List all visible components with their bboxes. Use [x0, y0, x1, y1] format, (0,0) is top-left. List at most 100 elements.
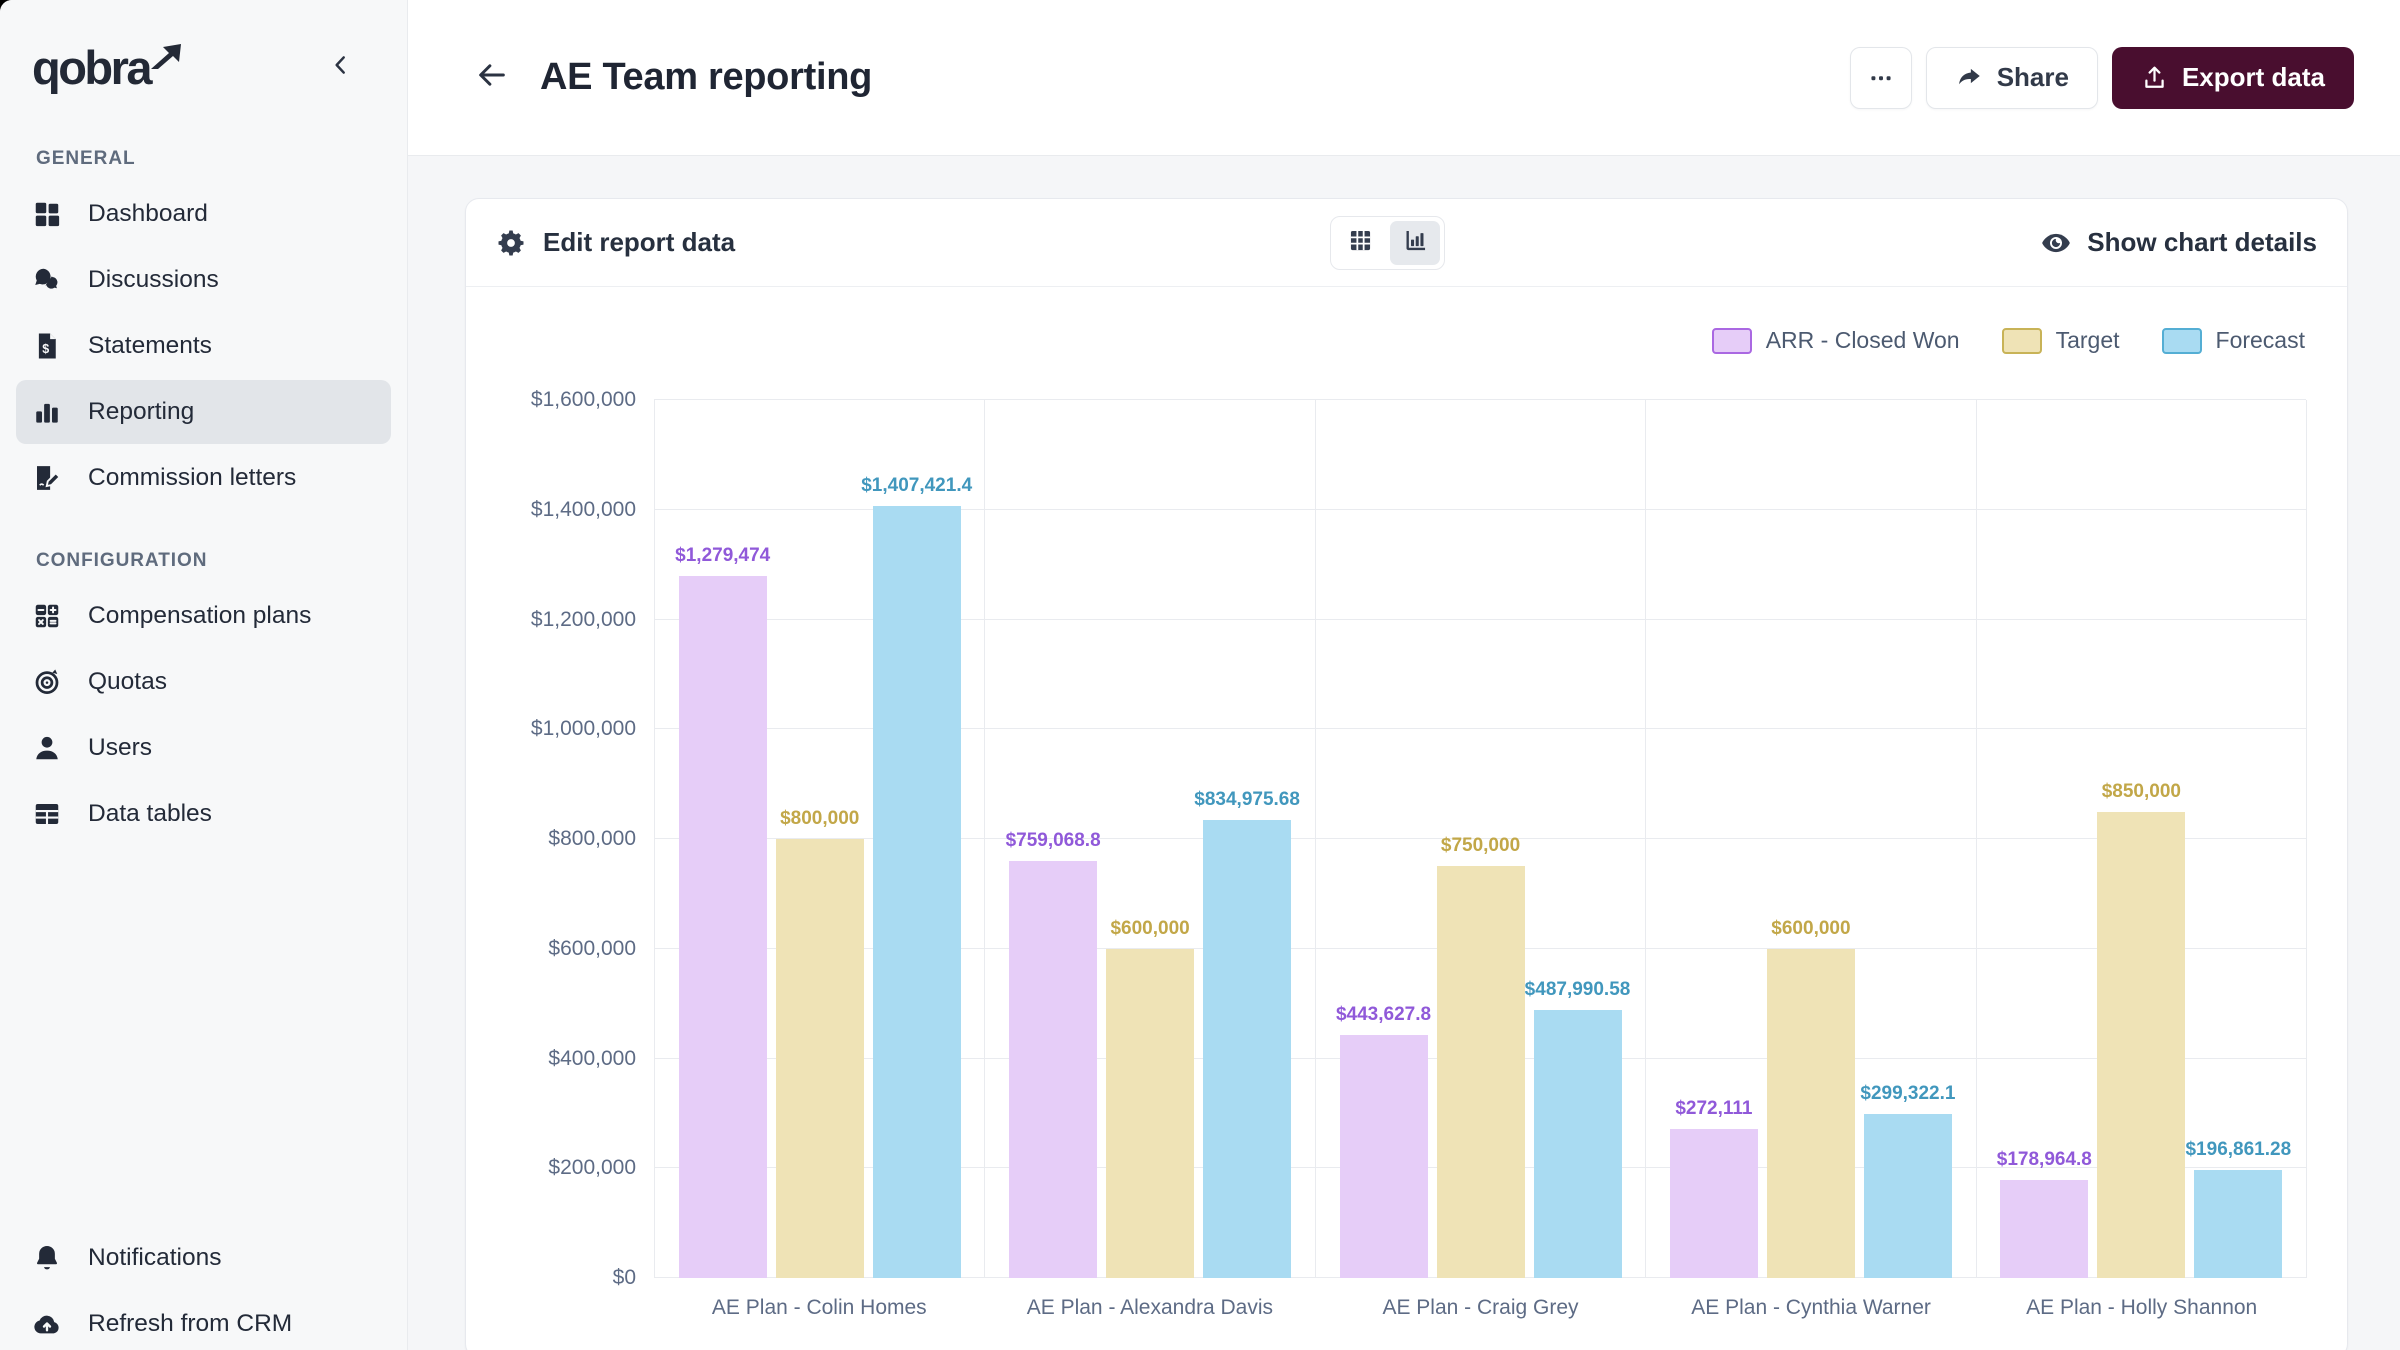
- bar-forecast-ae-plan-holly-shannon[interactable]: [2194, 1169, 2283, 1278]
- bar-slot: $759,068.8: [1006, 400, 1101, 1278]
- chevron-left-icon: [328, 52, 354, 83]
- bar-arr-closed-won-ae-plan-craig-grey[interactable]: [1339, 1034, 1428, 1278]
- bar-slot: $600,000: [1766, 400, 1855, 1278]
- sidebar-nav: GENERAL Dashboard Discussions $ Statements Re…: [0, 108, 407, 848]
- sidebar-item-statements[interactable]: $ Statements: [16, 314, 391, 378]
- sidebar-item-users[interactable]: Users: [16, 716, 391, 780]
- gear-icon: [496, 228, 526, 258]
- bar-slot: $299,322.1: [1860, 400, 1955, 1278]
- bar-target-ae-plan-holly-shannon[interactable]: [2097, 811, 2186, 1278]
- bar-target-ae-plan-alexandra-davis[interactable]: [1106, 948, 1195, 1278]
- logo-text: qobra: [32, 40, 153, 94]
- bar-target-ae-plan-colin-homes[interactable]: [775, 839, 864, 1278]
- bar-value-label: $600,000: [1110, 917, 1190, 939]
- discussions-icon: [32, 265, 62, 295]
- bar-arr-closed-won-ae-plan-colin-homes[interactable]: [678, 575, 767, 1278]
- sidebar-item-commission-letters[interactable]: Commission letters: [16, 446, 391, 510]
- x-axis-labels: AE Plan - Colin Homes AE Plan - Alexandra…: [654, 1296, 2307, 1320]
- sidebar-item-label: Statements: [88, 332, 212, 359]
- bar-value-label: $178,964.8: [1996, 1148, 2092, 1170]
- sidebar-item-label: Users: [88, 734, 152, 761]
- sidebar-item-reporting[interactable]: Reporting: [16, 380, 391, 444]
- eye-icon: [2040, 227, 2072, 259]
- share-icon: [1955, 64, 1983, 92]
- bar-value-label: $1,279,474: [675, 544, 771, 566]
- chart-legend: ARR - Closed Won Target Forecast: [466, 327, 2305, 354]
- dashboard-icon: [32, 199, 62, 229]
- bar-slot: $1,279,474: [675, 400, 770, 1278]
- bar-target-ae-plan-cynthia-warner[interactable]: [1766, 948, 1855, 1278]
- bar-value-label: $600,000: [1771, 917, 1851, 939]
- bar-forecast-ae-plan-colin-homes[interactable]: [872, 505, 961, 1278]
- sidebar-item-notifications[interactable]: Notifications: [16, 1226, 391, 1290]
- compensation-plans-icon: [32, 601, 62, 631]
- gridline: [654, 838, 2306, 839]
- refresh-crm-icon: [32, 1309, 62, 1339]
- sidebar-item-label: Dashboard: [88, 200, 208, 227]
- edit-report-data-button[interactable]: Edit report data: [496, 227, 735, 258]
- bar-slot: $600,000: [1106, 400, 1195, 1278]
- sidebar-item-label: Refresh from CRM: [88, 1310, 293, 1337]
- more-options-button[interactable]: [1849, 46, 1912, 109]
- view-toggle: [1330, 215, 1446, 270]
- sidebar-item-quotas[interactable]: Quotas: [16, 650, 391, 714]
- bar-slot: $196,861.28: [2185, 400, 2291, 1278]
- bar-value-label: $487,990.58: [1524, 979, 1631, 1001]
- export-data-button[interactable]: Export data: [2111, 46, 2354, 109]
- bar-forecast-ae-plan-alexandra-davis[interactable]: [1203, 819, 1292, 1278]
- legend-label: Target: [2055, 327, 2120, 353]
- x-axis-label: AE Plan - Alexandra Davis: [1026, 1296, 1274, 1319]
- export-button-label: Export data: [2181, 62, 2325, 92]
- sidebar-item-label: Data tables: [88, 800, 212, 827]
- bar-slot: $178,964.8: [1997, 400, 2092, 1278]
- bar-arr-closed-won-ae-plan-holly-shannon[interactable]: [2000, 1179, 2089, 1278]
- sidebar-item-compensation-plans[interactable]: Compensation plans: [16, 584, 391, 648]
- bar-target-ae-plan-craig-grey[interactable]: [1436, 866, 1525, 1278]
- gridline: [654, 618, 2306, 620]
- legend-item-target[interactable]: Target: [2001, 327, 2120, 354]
- bar-slot: $834,975.68: [1194, 400, 1300, 1278]
- legend-label: Forecast: [2215, 327, 2305, 353]
- bar-forecast-ae-plan-cynthia-warner[interactable]: [1863, 1113, 1952, 1278]
- qobra-logo: qobra: [32, 40, 184, 94]
- bar-arr-closed-won-ae-plan-cynthia-warner[interactable]: [1669, 1128, 1758, 1278]
- sidebar-item-data-tables[interactable]: Data tables: [16, 782, 391, 846]
- sidebar-item-refresh-from-crm[interactable]: Refresh from CRM: [16, 1292, 391, 1350]
- back-arrow-icon: [475, 58, 509, 97]
- report-card-header: Edit report data Show chart details: [466, 199, 2347, 287]
- sidebar-item-label: Commission letters: [88, 464, 297, 491]
- y-axis-label: $1,000,000: [530, 717, 636, 741]
- bar-group-ae-plan-colin-homes: $1,279,474 $800,000 $1,407,421.4: [654, 400, 984, 1278]
- bar-forecast-ae-plan-craig-grey[interactable]: [1533, 1010, 1622, 1278]
- table-view-button[interactable]: [1335, 221, 1385, 265]
- bar-value-label: $750,000: [1440, 835, 1521, 857]
- x-axis-label: AE Plan - Cynthia Warner: [1691, 1296, 1931, 1319]
- sidebar-item-label: Discussions: [88, 266, 219, 293]
- sidebar-section-label: CONFIGURATION: [36, 550, 208, 571]
- sidebar-item-dashboard[interactable]: Dashboard: [16, 182, 391, 246]
- legend-swatch: [2001, 327, 2042, 354]
- bar-slot: $272,111: [1669, 400, 1758, 1278]
- sidebar-footer: Notifications Refresh from CRM: [0, 1224, 407, 1350]
- content-area: Edit report data Show chart details: [408, 156, 2400, 1350]
- sidebar-collapse-button[interactable]: [321, 47, 361, 87]
- gridline: [654, 508, 2306, 510]
- back-button[interactable]: [470, 56, 514, 100]
- sidebar-item-discussions[interactable]: Discussions: [16, 248, 391, 312]
- quotas-icon: [32, 667, 62, 697]
- legend-item-arr-closed-won[interactable]: ARR - Closed Won: [1711, 327, 1960, 354]
- notifications-icon: [32, 1243, 62, 1273]
- show-chart-details-button[interactable]: Show chart details: [2040, 227, 2317, 259]
- legend-item-forecast[interactable]: Forecast: [2161, 327, 2305, 354]
- chart-view-button[interactable]: [1390, 220, 1441, 265]
- users-icon: [32, 733, 62, 763]
- bar-slot: $850,000: [2097, 400, 2186, 1278]
- commission-letters-icon: [32, 463, 62, 493]
- share-button[interactable]: Share: [1925, 46, 2098, 109]
- x-axis-label: AE Plan - Holly Shannon: [2026, 1296, 2258, 1319]
- bar-slot: $750,000: [1436, 400, 1525, 1278]
- bar-arr-closed-won-ae-plan-alexandra-davis[interactable]: [1009, 861, 1098, 1278]
- plot-area: $0 $200,000 $400,000 $600,000 $800,000 $1,000…: [531, 388, 2307, 1289]
- edit-report-data-label: Edit report data: [543, 227, 736, 257]
- upload-icon: [2141, 64, 2168, 91]
